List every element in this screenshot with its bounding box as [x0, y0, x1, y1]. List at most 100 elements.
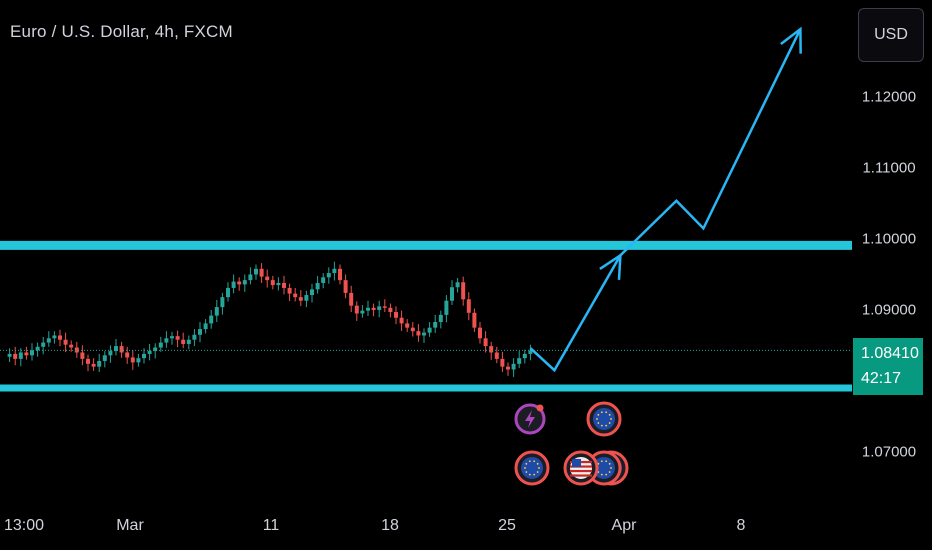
projection-path	[529, 28, 802, 373]
y-tick-label: 1.09000	[862, 302, 916, 319]
candle-body	[287, 287, 292, 294]
candle-body	[304, 295, 309, 301]
us-stripe	[570, 469, 592, 473]
us-flag-icon	[563, 450, 599, 486]
eu-star	[525, 462, 528, 465]
eu-star	[600, 424, 603, 427]
candle-body	[405, 323, 410, 328]
candle-body	[114, 346, 118, 352]
candle-body	[310, 289, 314, 296]
candle-body	[332, 268, 337, 274]
eu-star	[597, 413, 600, 416]
candle-body	[186, 339, 191, 344]
candle-body	[80, 352, 85, 359]
candle-body	[226, 287, 230, 298]
candle-body	[147, 351, 152, 354]
eu-star	[605, 460, 608, 463]
projection-arrow-heads	[599, 26, 802, 280]
eu-star	[524, 467, 526, 469]
eu-star	[605, 411, 608, 414]
candle-body	[52, 335, 57, 339]
x-tick-label: Mar	[116, 517, 144, 534]
candle-body	[478, 327, 482, 339]
candle-body	[46, 338, 51, 343]
candle-body	[326, 273, 331, 278]
candlestick-series	[7, 261, 533, 377]
candle-body	[517, 358, 522, 364]
candle-body	[91, 363, 96, 367]
candle-body	[349, 292, 354, 306]
candle-body	[153, 347, 158, 352]
candle-body	[102, 355, 107, 361]
candle-body	[136, 358, 141, 363]
eu-star	[533, 460, 536, 463]
eu-star	[610, 418, 612, 420]
candle-body	[416, 331, 421, 336]
support-resistance-levels	[0, 240, 852, 392]
candle-body	[438, 314, 443, 322]
candle-body	[58, 335, 62, 340]
eu-star	[605, 473, 608, 476]
us-canton	[572, 458, 581, 467]
eu-flag-disc	[593, 456, 615, 479]
candle-body	[248, 274, 253, 281]
eu-flag-disc	[593, 407, 615, 430]
lightning-bolt	[525, 409, 535, 428]
breakout-arrow-head	[599, 252, 622, 280]
candle-body	[489, 346, 494, 353]
y-tick-label: 1.10000	[862, 231, 916, 248]
candle-body	[276, 282, 281, 286]
candle-body	[433, 321, 438, 328]
candle-body	[242, 280, 247, 285]
price-axis[interactable]: 1.12000 1.11000 1.10000 1.09000 1.07000	[862, 89, 916, 461]
candle-body	[360, 310, 365, 314]
candle-body	[399, 317, 404, 324]
eu-star	[600, 411, 603, 414]
candle-body	[18, 352, 23, 359]
candle-body	[265, 276, 270, 281]
candle-body	[506, 366, 510, 370]
eu-star	[536, 462, 539, 465]
candle-body	[74, 347, 79, 353]
y-tick-label: 1.12000	[862, 89, 916, 106]
eu-star	[605, 424, 608, 427]
time-axis[interactable]: 13:00 Mar 11 18 25 Apr 8	[4, 517, 746, 534]
economic-events[interactable]	[514, 401, 629, 486]
candle-body	[382, 306, 387, 308]
final-arrow-head	[780, 26, 802, 54]
last-price-value: 1.08410	[861, 345, 919, 362]
candle-body	[220, 297, 225, 308]
eu-star	[608, 413, 611, 416]
candle-body	[130, 357, 135, 363]
candle-body	[63, 339, 68, 345]
candle-body	[237, 281, 242, 285]
eu-star	[525, 471, 528, 473]
candle-body	[231, 281, 236, 288]
eu-star	[597, 422, 600, 424]
candle-body	[494, 352, 499, 359]
candle-body	[371, 307, 376, 310]
candle-body	[24, 352, 29, 356]
candle-body	[410, 327, 415, 332]
currency-button[interactable]: USD	[858, 8, 924, 62]
candle-body	[427, 327, 432, 333]
x-tick-label: 8	[737, 517, 746, 534]
candle-body	[170, 336, 174, 339]
candle-body	[259, 268, 264, 277]
candle-body	[97, 360, 102, 367]
eu-flag-icon	[514, 450, 550, 486]
y-tick-label: 1.07000	[862, 443, 916, 460]
symbol-title[interactable]: Euro / U.S. Dollar, 4h, FXCM	[10, 22, 233, 41]
eu-star	[600, 473, 603, 476]
candle-body	[13, 353, 18, 359]
eu-star	[528, 473, 531, 476]
candle-body	[254, 268, 258, 275]
candle-body	[214, 307, 219, 316]
candle-body	[181, 339, 186, 344]
last-price-badge: 1.08410 42:17	[853, 338, 923, 395]
candle-body	[41, 342, 46, 347]
candle-body	[119, 346, 124, 353]
candle-body	[192, 334, 197, 340]
eu-star	[538, 467, 540, 469]
